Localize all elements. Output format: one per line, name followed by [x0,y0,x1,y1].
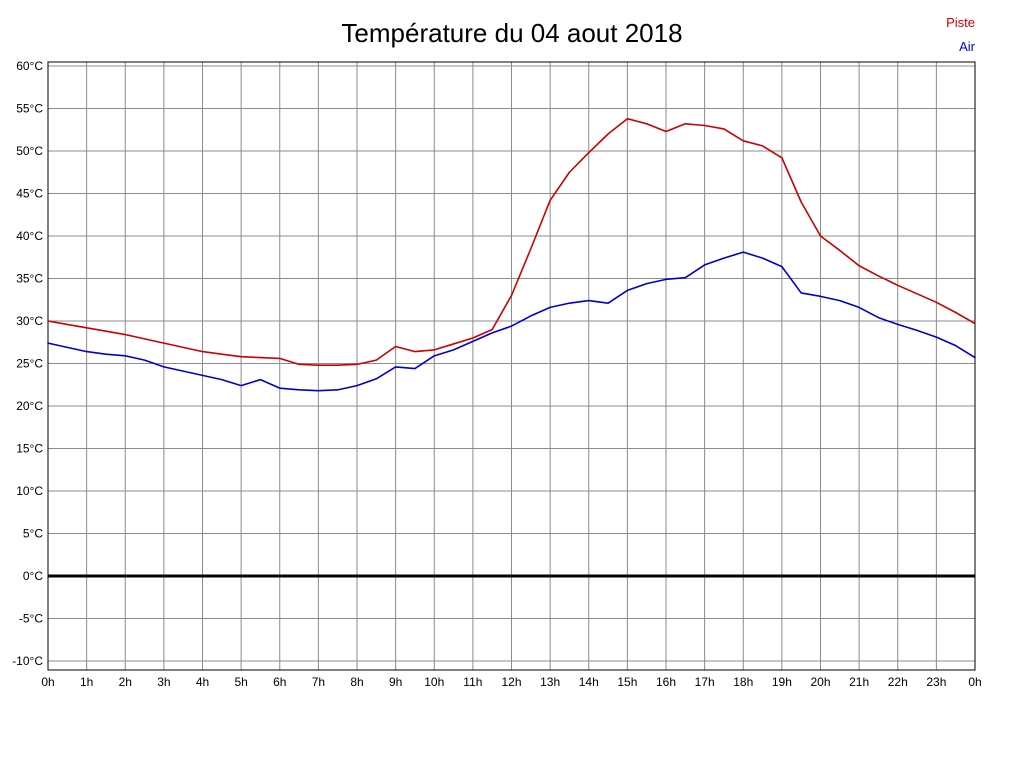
x-tick-label: 0h [41,675,54,689]
y-tick-label: 45°C [16,187,43,201]
y-tick-label: 5°C [23,527,43,541]
x-tick-label: 1h [80,675,93,689]
y-tick-label: 30°C [16,314,43,328]
chart-legend: Piste Air [946,11,975,59]
x-tick-label: 0h [968,675,981,689]
x-tick-label: 5h [234,675,247,689]
y-tick-label: 15°C [16,442,43,456]
y-tick-label: 0°C [23,569,43,583]
x-tick-label: 10h [424,675,444,689]
x-tick-label: 16h [656,675,676,689]
x-tick-label: 9h [389,675,402,689]
x-tick-label: 23h [926,675,946,689]
x-tick-label: 18h [733,675,753,689]
x-tick-label: 20h [810,675,830,689]
x-tick-label: 2h [119,675,132,689]
x-tick-label: 14h [579,675,599,689]
legend-item-air: Air [946,35,975,59]
x-tick-label: 4h [196,675,209,689]
y-tick-label: -10°C [12,654,43,668]
x-tick-label: 8h [350,675,363,689]
chart-title: Température du 04 aout 2018 [341,18,683,48]
y-tick-label: 50°C [16,144,43,158]
x-tick-label: 6h [273,675,286,689]
x-tick-label: 17h [695,675,715,689]
y-tick-label: -5°C [19,612,43,626]
x-tick-label: 19h [772,675,792,689]
legend-label-air: Air [959,39,975,54]
y-tick-label: 55°C [16,102,43,116]
x-tick-label: 22h [888,675,908,689]
y-tick-label: 60°C [16,59,43,73]
series-line-air [47,251,976,392]
y-tick-label: 20°C [16,399,43,413]
x-tick-label: 7h [312,675,325,689]
y-tick-label: 25°C [16,357,43,371]
y-tick-label: 10°C [16,484,43,498]
x-tick-label: 12h [501,675,521,689]
plot-border [47,61,976,671]
series-line-piste [47,117,976,367]
x-tick-label: 3h [157,675,170,689]
y-tick-label: 40°C [16,229,43,243]
y-tick-label: 35°C [16,272,43,286]
legend-label-piste: Piste [946,15,975,30]
x-tick-label: 15h [617,675,637,689]
x-tick-label: 11h [463,675,482,689]
x-tick-label: 13h [540,675,560,689]
legend-item-piste: Piste [946,11,975,35]
x-tick-label: 21h [849,675,869,689]
